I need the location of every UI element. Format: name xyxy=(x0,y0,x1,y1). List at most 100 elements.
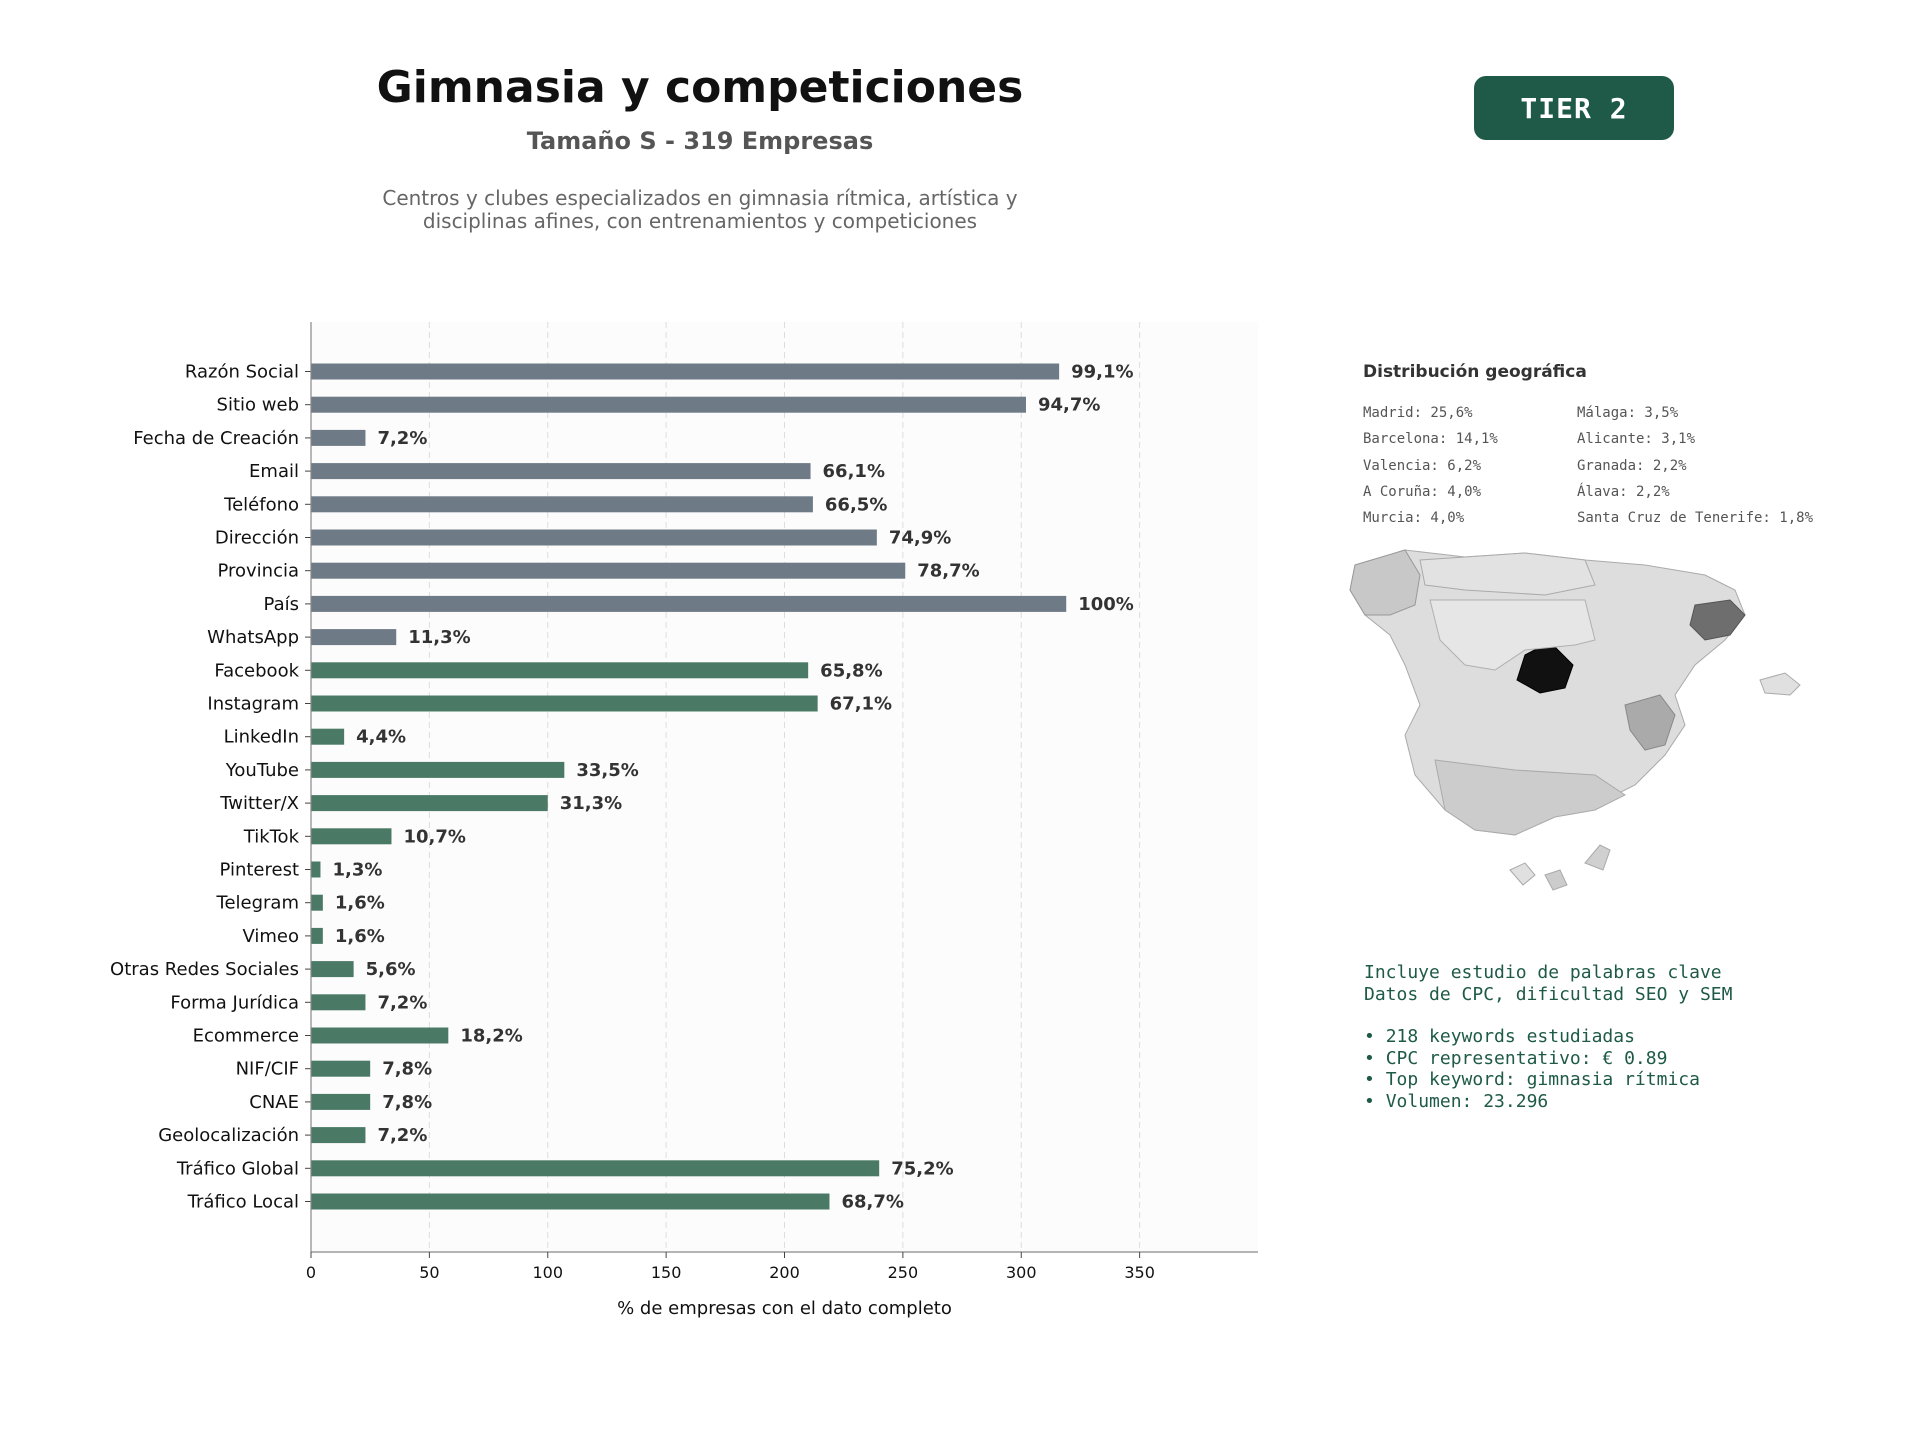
geo-list-left: Madrid: 25,6% Barcelona: 14,1% Valencia:… xyxy=(1363,400,1498,531)
category-label: Tráfico Global xyxy=(176,1158,299,1179)
page-description: Centros y clubes especializados en gimna… xyxy=(300,187,1100,233)
bar xyxy=(311,662,809,679)
value-label: 66,1% xyxy=(823,461,885,482)
bar xyxy=(311,1160,880,1177)
x-tick-label: 0 xyxy=(306,1263,316,1282)
geo-item: Madrid: 25,6% xyxy=(1363,405,1473,421)
map-andalucia xyxy=(1434,759,1626,836)
category-label: Instagram xyxy=(207,694,299,715)
category-label: País xyxy=(264,594,299,615)
value-label: 18,2% xyxy=(460,1026,522,1047)
value-label: 4,4% xyxy=(356,727,406,748)
category-label: Tráfico Local xyxy=(187,1192,299,1213)
page-title: Gimnasia y competiciones xyxy=(376,62,1024,113)
bar xyxy=(311,795,548,812)
category-label: NIF/CIF xyxy=(236,1059,299,1080)
value-label: 75,2% xyxy=(891,1158,953,1179)
x-tick-label: 350 xyxy=(1124,1263,1155,1282)
geo-distribution-title: Distribución geográfica xyxy=(1363,362,1587,382)
value-label: 7,2% xyxy=(377,1125,427,1146)
geo-item: Alicante: 3,1% xyxy=(1577,431,1696,448)
keywords-line-1: Incluye estudio de palabras clave xyxy=(1364,962,1722,983)
x-axis-label: % de empresas con el dato completo xyxy=(617,1298,952,1319)
category-label: Facebook xyxy=(214,660,299,681)
bar xyxy=(311,529,877,546)
x-tick-label: 250 xyxy=(888,1263,919,1282)
value-label: 7,2% xyxy=(377,428,427,449)
geo-item: Álava: 2,2% xyxy=(1577,483,1670,500)
bar xyxy=(311,595,1067,612)
category-label: Email xyxy=(249,461,299,482)
category-label: YouTube xyxy=(225,760,299,781)
category-label: WhatsApp xyxy=(207,627,299,648)
category-label: Vimeo xyxy=(242,926,299,947)
geo-item: Granada: 2,2% xyxy=(1577,457,1687,474)
category-label: Pinterest xyxy=(219,860,299,881)
bar xyxy=(311,961,354,978)
map-canary-3 xyxy=(1584,844,1611,871)
category-label: Ecommerce xyxy=(193,1026,299,1047)
bar xyxy=(311,1193,830,1210)
x-tick-label: 100 xyxy=(532,1263,563,1282)
keywords-bullets: 218 keywords estudiadas CPC representati… xyxy=(1364,1026,1732,1112)
value-label: 100% xyxy=(1078,594,1134,615)
bar xyxy=(311,894,323,911)
value-label: 78,7% xyxy=(917,561,979,582)
category-label: Forma Jurídica xyxy=(170,992,299,1013)
bar xyxy=(311,429,366,446)
page-subtitle: Tamaño S - 319 Empresas xyxy=(526,127,874,155)
category-label: TikTok xyxy=(243,826,300,847)
map-canary-2 xyxy=(1544,869,1568,891)
map-north xyxy=(1419,552,1596,596)
geo-item: A Coruña: 4,0% xyxy=(1363,483,1482,500)
value-label: 31,3% xyxy=(560,793,622,814)
keywords-panel: Incluye estudio de palabras clave Datos … xyxy=(1364,962,1732,1112)
category-label: Dirección xyxy=(215,528,299,549)
value-label: 5,6% xyxy=(366,959,416,980)
bar xyxy=(311,927,323,944)
bar xyxy=(311,1027,449,1044)
bar xyxy=(311,994,366,1011)
map-barcelona xyxy=(1689,599,1746,641)
category-label: LinkedIn xyxy=(224,727,299,748)
value-label: 1,6% xyxy=(335,926,385,947)
value-label: 94,7% xyxy=(1038,395,1100,416)
x-tick-label: 150 xyxy=(651,1263,682,1282)
x-tick-label: 200 xyxy=(769,1263,800,1282)
map-balearic xyxy=(1759,672,1801,696)
category-label: Teléfono xyxy=(223,494,299,515)
value-label: 74,9% xyxy=(889,528,951,549)
value-label: 33,5% xyxy=(576,760,638,781)
bar xyxy=(311,1127,366,1144)
category-label: Fecha de Creación xyxy=(133,428,299,449)
description-line-1: Centros y clubes especializados en gimna… xyxy=(382,186,1018,210)
keywords-line-2: Datos de CPC, dificultad SEO y SEM xyxy=(1364,983,1733,1005)
x-tick-label: 300 xyxy=(1006,1263,1037,1282)
geo-item: Santa Cruz de Tenerife: 1,8% xyxy=(1577,510,1814,527)
bar xyxy=(311,629,397,646)
keywords-bullet: Volumen: 23.296 xyxy=(1364,1091,1732,1113)
geo-item: Barcelona: 14,1% xyxy=(1363,431,1498,448)
bar-chart: Razón Social 99,1% Sitio web 94,7% Fecha de … xyxy=(110,322,1258,1319)
map-castilla xyxy=(1429,599,1596,671)
bar xyxy=(311,695,818,712)
geo-item: Valencia: 6,2% xyxy=(1363,457,1482,474)
bar xyxy=(311,828,392,845)
geo-item: Málaga: 3,5% xyxy=(1577,405,1679,421)
bar xyxy=(311,861,321,878)
value-label: 68,7% xyxy=(841,1192,903,1213)
value-label: 65,8% xyxy=(820,660,882,681)
map-galicia xyxy=(1349,549,1421,616)
geo-list-right: Málaga: 3,5% Alicante: 3,1% Granada: 2,2… xyxy=(1577,400,1813,531)
geo-item: Murcia: 4,0% xyxy=(1363,510,1465,527)
bar xyxy=(311,1093,371,1110)
category-label: CNAE xyxy=(249,1092,299,1113)
bar xyxy=(311,463,811,480)
value-label: 1,6% xyxy=(335,893,385,914)
category-label: Provincia xyxy=(217,561,299,582)
value-label: 11,3% xyxy=(408,627,470,648)
category-label: Twitter/X xyxy=(219,793,299,814)
category-label: Geolocalización xyxy=(158,1125,299,1146)
value-label: 7,2% xyxy=(377,992,427,1013)
value-label: 7,8% xyxy=(382,1092,432,1113)
